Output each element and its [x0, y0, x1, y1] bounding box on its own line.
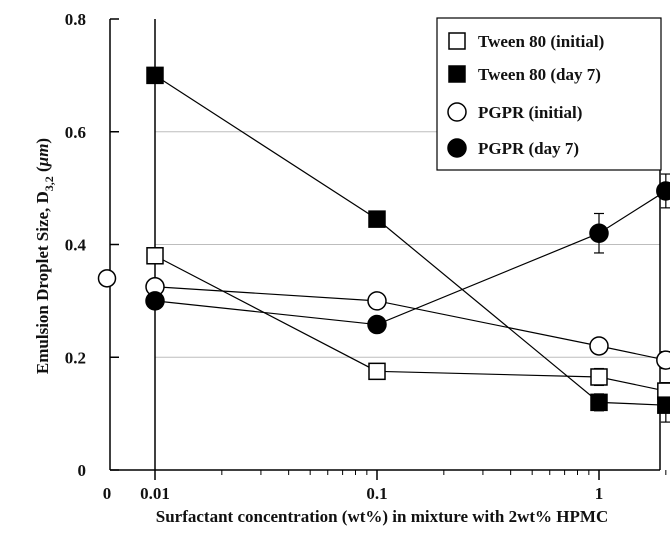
y-axis-label-close: ): [33, 138, 52, 144]
legend-circle-filled-icon: [447, 138, 467, 158]
tick-labels: 0 0.2 0.4 0.6 0.8 0 0.01 0.1 1: [65, 10, 604, 503]
data-point-square: [146, 66, 164, 85]
legend-square-open-icon: [448, 32, 466, 50]
data-point-circle: [145, 291, 165, 311]
legend-box: [436, 17, 662, 171]
series-line: [154, 74, 666, 406]
legend-entry-pgpr-day7: PGPR (day 7): [447, 138, 579, 158]
series-line: [154, 286, 666, 361]
y-axis-label: Emulsion Droplet Size, D3,2 (μm): [33, 138, 56, 374]
x-tick-label: 1: [595, 484, 604, 503]
data-point-circle: [367, 291, 387, 311]
y-tick-label: 0.8: [65, 10, 86, 29]
y-tick-label: 0: [78, 461, 87, 480]
y-axis-label-prefix: Emulsion Droplet Size, D: [33, 191, 52, 374]
legend-entry-pgpr-initial: PGPR (initial): [447, 102, 582, 122]
legend-label: PGPR (initial): [478, 103, 582, 122]
legend-circle-open-icon: [447, 102, 467, 122]
y-tick-label: 0.6: [65, 123, 86, 142]
legend-entry-tween80-day7: Tween 80 (day 7): [448, 65, 601, 84]
data-point-square: [368, 362, 386, 381]
y-tick-label: 0.2: [65, 348, 86, 367]
y-tick-label: 0.4: [65, 236, 87, 255]
data-point-circle: [656, 350, 670, 370]
series-markers: [97, 66, 670, 414]
series-line: [154, 255, 666, 392]
legend: Tween 80 (initial) Tween 80 (day 7) PGPR…: [436, 17, 662, 171]
y-axis-label-subscript: 3,2: [42, 176, 56, 191]
x-tick-label: 0.1: [366, 484, 387, 503]
data-point-square: [368, 210, 386, 228]
y-axis-label-unit: μm: [33, 144, 52, 168]
data-point-square: [657, 396, 670, 414]
x-tick-label: 0.01: [140, 484, 170, 503]
data-point-zero: [97, 269, 117, 288]
data-point-square: [590, 393, 608, 412]
data-point-circle: [656, 181, 670, 201]
x-tick-label: 0: [103, 484, 112, 503]
legend-entry-tween80-initial: Tween 80 (initial): [448, 32, 604, 51]
data-point-circle: [589, 223, 609, 243]
legend-square-filled-icon: [448, 65, 466, 83]
y-axis-label-suffix: (: [33, 166, 52, 176]
legend-label: Tween 80 (initial): [478, 32, 604, 51]
legend-label: PGPR (day 7): [478, 139, 579, 158]
data-point-circle: [589, 336, 609, 356]
series-lines: [154, 74, 667, 406]
data-point-square: [146, 247, 164, 265]
data-point-square: [590, 368, 608, 386]
series-line: [154, 190, 667, 326]
legend-label: Tween 80 (day 7): [478, 65, 601, 84]
data-point-circle: [367, 314, 387, 335]
x-axis-label: Surfactant concentration (wt%) in mixtur…: [156, 507, 608, 526]
